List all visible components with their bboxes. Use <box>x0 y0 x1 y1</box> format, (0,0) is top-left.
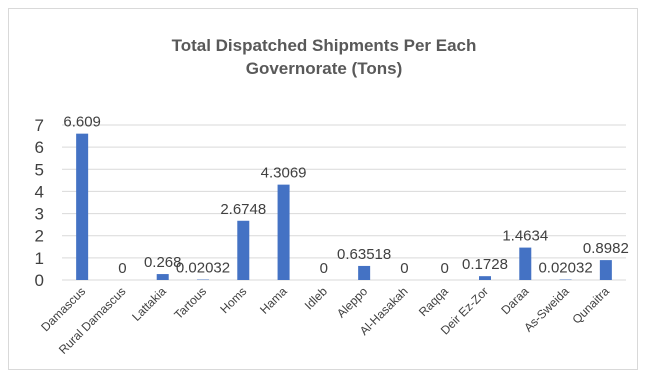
y-tick-label: 1 <box>35 249 44 268</box>
chart-area <box>8 8 638 370</box>
x-tick-label: Daraa <box>498 284 531 317</box>
bar <box>519 247 532 280</box>
y-tick-label: 6 <box>35 138 44 157</box>
bar <box>76 133 89 280</box>
data-label: 0 <box>320 260 328 277</box>
data-label: 0.63518 <box>337 246 391 263</box>
data-label: 0.8982 <box>583 240 629 257</box>
data-label: 0.268 <box>144 254 182 271</box>
data-label: 0.02032 <box>176 260 230 277</box>
data-label: 6.609 <box>63 114 101 131</box>
bar <box>156 274 169 280</box>
bar <box>237 220 250 280</box>
data-label: 0 <box>441 260 449 277</box>
data-label: 0.1728 <box>462 256 508 273</box>
x-tick-label: Idleb <box>302 284 331 313</box>
y-tick-label: 3 <box>35 205 44 224</box>
data-label: 1.4634 <box>502 228 548 245</box>
data-label: 0.02032 <box>538 260 592 277</box>
y-tick-label: 2 <box>35 227 44 246</box>
y-tick-label: 5 <box>35 160 44 179</box>
x-tick-label: Raqqa <box>416 284 451 319</box>
x-tick-label: Qunaitra <box>570 284 613 327</box>
bar <box>277 184 290 280</box>
chart-title-line-1: Total Dispatched Shipments Per Each <box>171 36 477 55</box>
data-label: 0 <box>118 260 126 277</box>
data-label: 2.6748 <box>220 201 266 218</box>
x-tick-label: Homs <box>217 284 249 316</box>
data-label: 4.3069 <box>261 165 307 182</box>
data-label: 0 <box>400 260 408 277</box>
y-tick-label: 4 <box>35 182 44 201</box>
y-tick-label: 0 <box>35 271 44 290</box>
x-tick-label: Aleppo <box>334 284 371 321</box>
bar <box>479 276 491 280</box>
y-tick-label: 7 <box>35 116 44 135</box>
bar <box>599 260 612 280</box>
x-tick-label: Lattakia <box>129 284 169 324</box>
bar <box>358 265 371 280</box>
chart-title: Total Dispatched Shipments Per Each Gove… <box>0 34 648 80</box>
chart-title-line-2: Governorate (Tons) <box>245 59 403 78</box>
x-tick-label: Hama <box>257 284 290 317</box>
x-tick-label: Tartous <box>171 284 209 322</box>
